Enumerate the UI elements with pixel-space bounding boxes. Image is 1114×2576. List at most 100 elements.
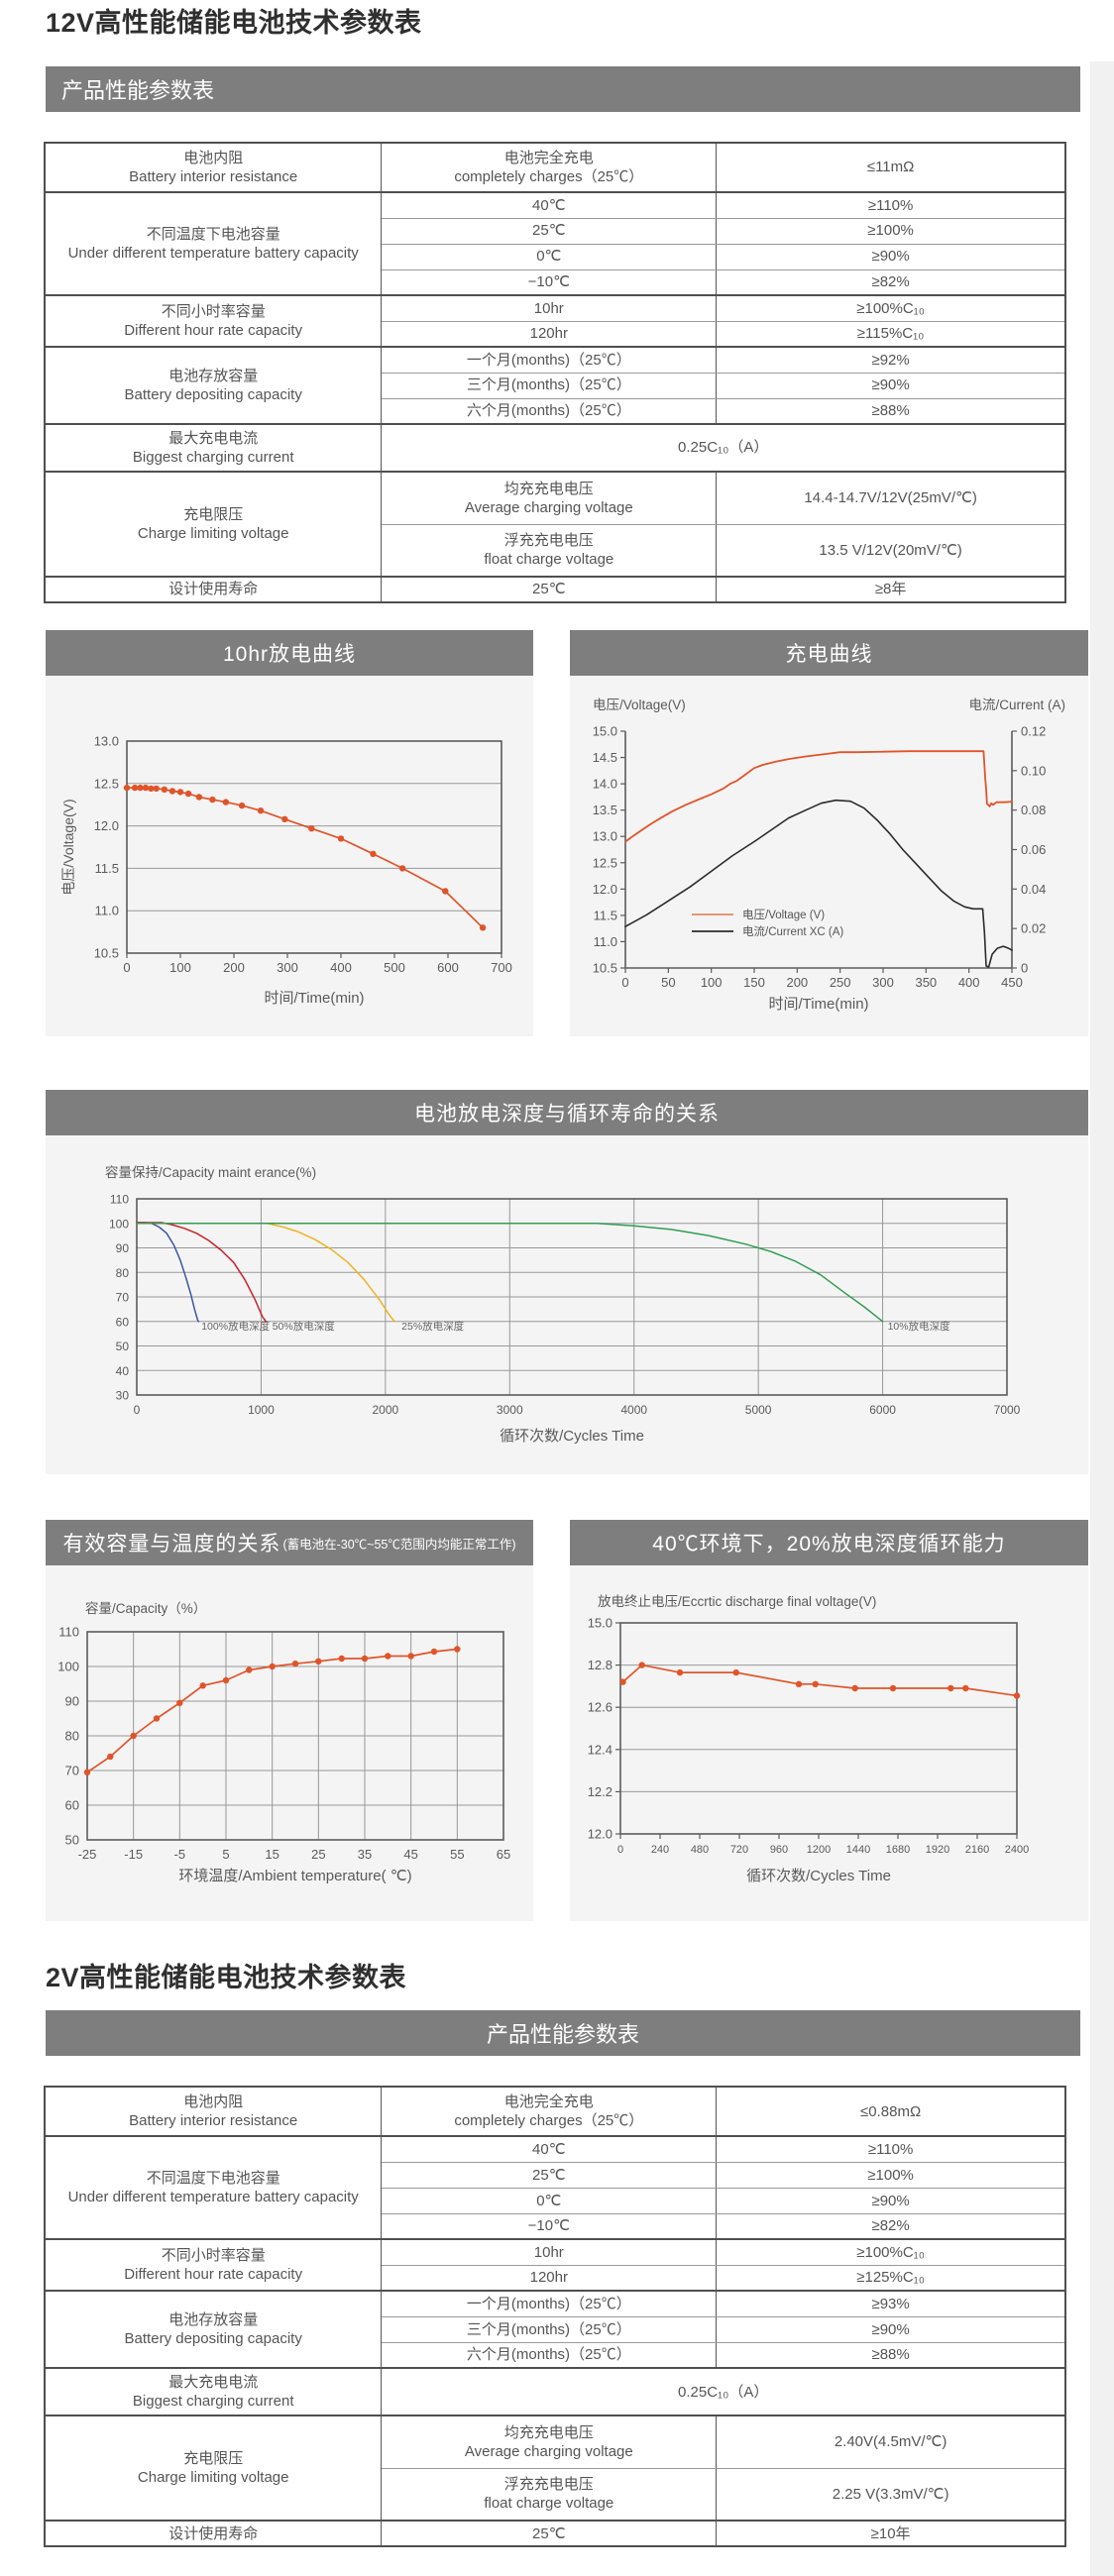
svg-text:4000: 4000: [620, 1403, 647, 1417]
condition-cell: 一个月(months)（25℃）: [381, 2290, 718, 2317]
svg-text:11.0: 11.0: [594, 934, 617, 949]
value-cell: ≥82%: [716, 268, 1066, 296]
svg-text:时间/Time(min): 时间/Time(min): [768, 996, 868, 1013]
svg-text:90: 90: [65, 1694, 79, 1709]
svg-text:400: 400: [958, 975, 980, 990]
value-cell: 13.5 V/12V(20mV/℃): [716, 523, 1066, 578]
condition-cell: 浮充充电电压 float charge voltage: [381, 523, 718, 578]
discharge-curve-chart: 0 100 200 300 400 500 600 700 13.0 12.5 12.0 11.5 11…: [60, 734, 512, 1008]
table-row: 25℃ ≥100%: [45, 2161, 1066, 2189]
svg-text:5000: 5000: [745, 1403, 772, 1417]
value-cell: ≥110%: [716, 2135, 1066, 2163]
svg-text:2000: 2000: [373, 1403, 399, 1417]
svg-text:90: 90: [116, 1241, 130, 1255]
svg-text:12.5: 12.5: [94, 776, 119, 791]
svg-text:1680: 1680: [886, 1844, 910, 1856]
panel-capacity-temperature: 有效容量与温度的关系 (蓄电池在-30℃~55℃范围内均能正常工作) -25 -15…: [46, 1520, 533, 1922]
svg-text:5: 5: [222, 1847, 229, 1862]
condition-cell: 120hr: [381, 320, 718, 348]
svg-text:12.6: 12.6: [588, 1700, 613, 1715]
condition-cell: 六个月(months)（25℃）: [381, 2341, 718, 2369]
table-row: 充电限压 Charge limiting voltage 均充充电电压 Average…: [44, 2415, 1066, 2522]
value-cell: 0.25C₁₀（A）: [381, 2367, 1066, 2416]
condition-cell: 均充充电电压 Average charging voltage: [381, 471, 718, 525]
panel-10hr-discharge: 10hr放电曲线 0 100 200 300 400 500 600 700 13.0 12.5 1…: [46, 630, 533, 1037]
svg-text:放电终止电压/Eccrtic discharge final: 放电终止电压/Eccrtic discharge final voltage(V…: [598, 1594, 876, 1609]
svg-text:350: 350: [915, 975, 937, 990]
svg-text:30: 30: [116, 1389, 130, 1403]
value-cell: ≥90%: [716, 372, 1066, 399]
value-cell: ≥90%: [716, 2187, 1066, 2214]
table-row: 三个月(months)（25℃） ≥90%: [45, 2315, 1066, 2343]
svg-text:0.06: 0.06: [1021, 842, 1046, 857]
svg-text:300: 300: [872, 975, 894, 990]
table-row: 浮充充电电压 float charge voltage 2.25 V(3.3mV/℃…: [45, 2467, 1066, 2522]
svg-text:45: 45: [403, 1847, 417, 1862]
panel-40c-cycling: 40℃环境下，20%放电深度循环能力 0 240 480 720 960 1200 1440…: [570, 1520, 1088, 1922]
param-label-cell: 设计使用寿命: [44, 2520, 383, 2547]
section-bar-label: 产品性能参数表: [61, 78, 215, 104]
svg-text:50: 50: [661, 975, 675, 990]
chart-title-capacity-temperature: 有效容量与温度的关系 (蓄电池在-30℃~55℃范围内均能正常工作): [46, 1520, 533, 1566]
svg-text:1440: 1440: [846, 1844, 870, 1856]
page-right-gutter: [1090, 61, 1114, 2576]
chart-subtitle-text: (蓄电池在-30℃~55℃范围内均能正常工作): [282, 1537, 516, 1552]
svg-text:0: 0: [123, 960, 130, 975]
svg-text:环境温度/Ambient temperature( ℃): 环境温度/Ambient temperature( ℃): [178, 1867, 411, 1884]
param-label-cell: 不同小时率容量 Different hour rate capacity: [44, 2238, 383, 2292]
spec-table-12v: 电池内阻 Battery interior resistance 电池完全充电 com…: [44, 142, 1066, 604]
table-row: 充电限压 Charge limiting voltage 均充充电电压 Average…: [44, 471, 1066, 578]
svg-text:50: 50: [116, 1340, 130, 1353]
svg-text:700: 700: [491, 960, 512, 975]
svg-text:100: 100: [57, 1660, 79, 1674]
table-row: 不同温度下电池容量 Under different temperature bat…: [44, 191, 1066, 296]
chart-title-text: 40℃环境下，20%放电深度循环能力: [652, 1533, 1006, 1556]
svg-text:电压/Voltage(V): 电压/Voltage(V): [593, 698, 686, 712]
svg-text:11.0: 11.0: [95, 904, 119, 918]
svg-text:100%放电深度: 100%放电深度: [201, 1320, 270, 1333]
condition-cell: 电池完全充电 completely charges（25℃）: [381, 142, 718, 193]
svg-text:70: 70: [65, 1764, 79, 1778]
panel-dod-cycle-life: 电池放电深度与循环寿命的关系 0 1000 2000 3000 4000 5000 6000…: [46, 1090, 1088, 1475]
svg-text:960: 960: [770, 1844, 788, 1856]
svg-text:80: 80: [65, 1729, 79, 1744]
svg-text:150: 150: [743, 975, 765, 990]
value-cell: 2.40V(4.5mV/℃): [716, 2415, 1066, 2469]
value-cell: ≥100%C₁₀: [716, 294, 1066, 322]
svg-text:-25: -25: [78, 1847, 97, 1862]
svg-text:200: 200: [223, 960, 245, 975]
value-cell: ≤0.88mΩ: [716, 2086, 1066, 2137]
svg-text:15.0: 15.0: [588, 1616, 613, 1631]
condition-cell: 25℃: [381, 217, 718, 245]
svg-text:70: 70: [116, 1291, 130, 1305]
svg-text:12.8: 12.8: [588, 1658, 613, 1672]
value-cell: ≥110%: [716, 191, 1066, 219]
table-row: 120hr ≥115%C₁₀: [45, 320, 1066, 348]
condition-cell: 一个月(months)（25℃）: [381, 346, 718, 374]
svg-text:1200: 1200: [807, 1844, 831, 1856]
spec-table-2v: 电池内阻 Battery interior resistance 电池完全充电 com…: [44, 2086, 1066, 2548]
svg-text:1000: 1000: [248, 1403, 275, 1417]
value-cell: ≥90%: [716, 243, 1066, 270]
value-cell: ≥92%: [716, 346, 1066, 374]
param-label-cell: 电池内阻 Battery interior resistance: [44, 142, 383, 193]
value-cell: ≥100%C₁₀: [716, 2238, 1066, 2266]
svg-text:50: 50: [65, 1833, 79, 1848]
svg-text:300: 300: [277, 960, 298, 975]
svg-text:450: 450: [1001, 975, 1023, 990]
svg-text:10%放电深度: 10%放电深度: [888, 1320, 951, 1333]
svg-text:80: 80: [116, 1266, 130, 1280]
dod-cycle-life-chart: 0 1000 2000 3000 4000 5000 6000 7000 110 100 90 80 7…: [105, 1164, 1021, 1445]
svg-text:13.0: 13.0: [94, 734, 119, 749]
svg-text:10.5: 10.5: [593, 961, 617, 976]
table-row: 25℃ ≥100%: [45, 217, 1066, 245]
chart-title-text: 电池放电深度与循环寿命的关系: [414, 1103, 720, 1127]
svg-text:循环次数/Cycles Time: 循环次数/Cycles Time: [500, 1428, 644, 1445]
condition-cell: 电池完全充电 completely charges（25℃）: [381, 2086, 718, 2137]
svg-text:-5: -5: [174, 1847, 186, 1862]
svg-text:2160: 2160: [965, 1844, 989, 1856]
svg-text:40: 40: [116, 1364, 130, 1378]
svg-text:-15: -15: [124, 1847, 143, 1862]
chart-title-dod-cycle-life: 电池放电深度与循环寿命的关系: [46, 1090, 1088, 1136]
svg-text:电压/Voltage (V): 电压/Voltage (V): [742, 909, 825, 921]
